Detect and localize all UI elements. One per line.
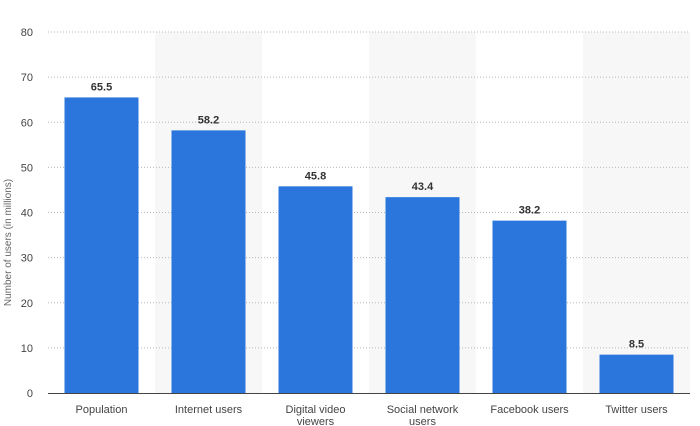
bar [492, 220, 567, 393]
y-tick-label: 60 [21, 117, 33, 129]
data-label: 8.5 [629, 339, 644, 351]
x-category-label: Twitter users [605, 404, 668, 416]
x-category-label: Internet users [175, 404, 243, 416]
bars [64, 97, 674, 394]
bar [171, 130, 246, 393]
y-tick-label: 30 [21, 253, 33, 265]
bar [278, 186, 353, 393]
data-label: 45.8 [305, 170, 326, 182]
x-category-label: Population [76, 404, 128, 416]
y-tick-label: 80 [21, 27, 33, 39]
data-label: 43.4 [412, 181, 434, 193]
value-labels: 65.5 58.2 45.8 43.4 38.2 8.5 [91, 81, 644, 350]
x-axis-categories: Population Internet users Digital video vie… [76, 404, 669, 426]
bar [64, 97, 139, 394]
data-label: 65.5 [91, 81, 112, 93]
y-tick-label: 10 [21, 343, 33, 355]
x-category-label: Facebook users [490, 404, 569, 416]
y-tick-label: 40 [21, 208, 33, 220]
y-axis-ticks: 0 10 20 30 40 50 60 70 80 [21, 27, 33, 400]
bar [599, 354, 674, 393]
gridlines [48, 31, 690, 349]
y-tick-label: 50 [21, 162, 33, 174]
data-label: 58.2 [198, 114, 219, 126]
y-tick-label: 20 [21, 298, 33, 310]
x-category-label: Social network users [387, 404, 459, 426]
bar [385, 197, 460, 393]
y-tick-label: 0 [27, 388, 33, 400]
y-tick-label: 70 [21, 72, 33, 84]
x-category-label: Digital video viewers [286, 404, 346, 426]
data-label: 38.2 [519, 205, 540, 217]
y-axis-title: Number of users (in millions) [3, 179, 14, 306]
